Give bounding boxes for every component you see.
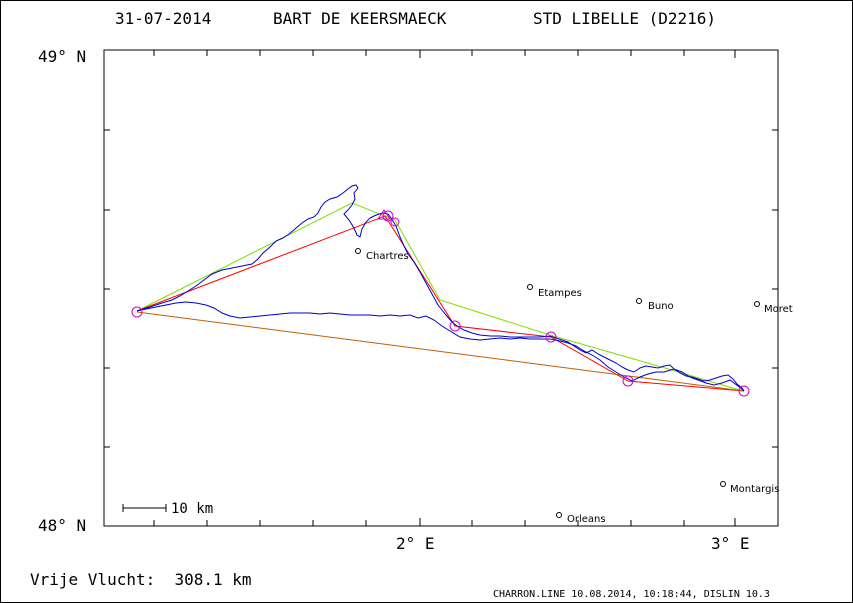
lon-ticks-bottom xyxy=(153,518,736,526)
town-orleans-label: Orleans xyxy=(567,514,606,525)
lon-label-3: 3° E xyxy=(711,534,750,553)
turnpoint-4 xyxy=(622,375,634,387)
lat-label-bottom: 48° N xyxy=(38,516,86,535)
flight-track xyxy=(136,184,745,392)
town-moret-label: Moret xyxy=(764,304,793,315)
task-red-line xyxy=(136,215,745,392)
turnpoint-1b xyxy=(390,217,400,227)
turnpoint-1 xyxy=(382,210,394,222)
track-return xyxy=(136,301,745,392)
task-lines xyxy=(136,202,745,392)
lat-ticks-left xyxy=(104,129,110,448)
turnpoint-start xyxy=(131,306,143,318)
turnpoint-triangle xyxy=(377,209,391,220)
credits-line: CHARRON.LINE 10.08.2014, 10:18:44, DISLI… xyxy=(493,589,770,600)
turnpoint-markers xyxy=(131,209,750,397)
turnpoint-finish xyxy=(738,385,750,397)
free-flight-distance: Vrije Vlucht: 308.1 km xyxy=(30,570,252,589)
town-orleans-dot xyxy=(556,512,562,518)
town-montargis-dot xyxy=(720,481,726,487)
map-plot-area xyxy=(103,49,779,527)
turnpoint-2 xyxy=(449,320,461,332)
glider-name: STD LIBELLE (D2216) xyxy=(533,9,716,28)
scale-bar xyxy=(122,504,167,512)
scale-bar-label: 10 km xyxy=(171,501,213,517)
turnpoint-3 xyxy=(545,331,557,343)
town-buno-dot xyxy=(636,298,642,304)
town-markers xyxy=(355,248,760,518)
town-montargis-label: Montargis xyxy=(730,484,779,495)
pilot-name: BART DE KEERSMAECK xyxy=(273,9,447,28)
town-etampes-dot xyxy=(527,284,533,290)
lat-ticks-right xyxy=(772,129,778,448)
closing-leg-line xyxy=(136,311,745,392)
track-outbound xyxy=(136,184,745,392)
task-green-line xyxy=(136,202,744,392)
lon-ticks-top xyxy=(153,50,736,58)
town-chartres-label: Chartres xyxy=(366,251,409,262)
lat-label-top: 49° N xyxy=(38,47,86,66)
town-buno-label: Buno xyxy=(648,301,674,312)
lon-label-2: 2° E xyxy=(396,534,435,553)
town-chartres-dot xyxy=(355,248,361,254)
town-etampes-label: Etampes xyxy=(538,288,582,299)
flight-date: 31-07-2014 xyxy=(115,9,211,28)
town-moret-dot xyxy=(754,301,760,307)
